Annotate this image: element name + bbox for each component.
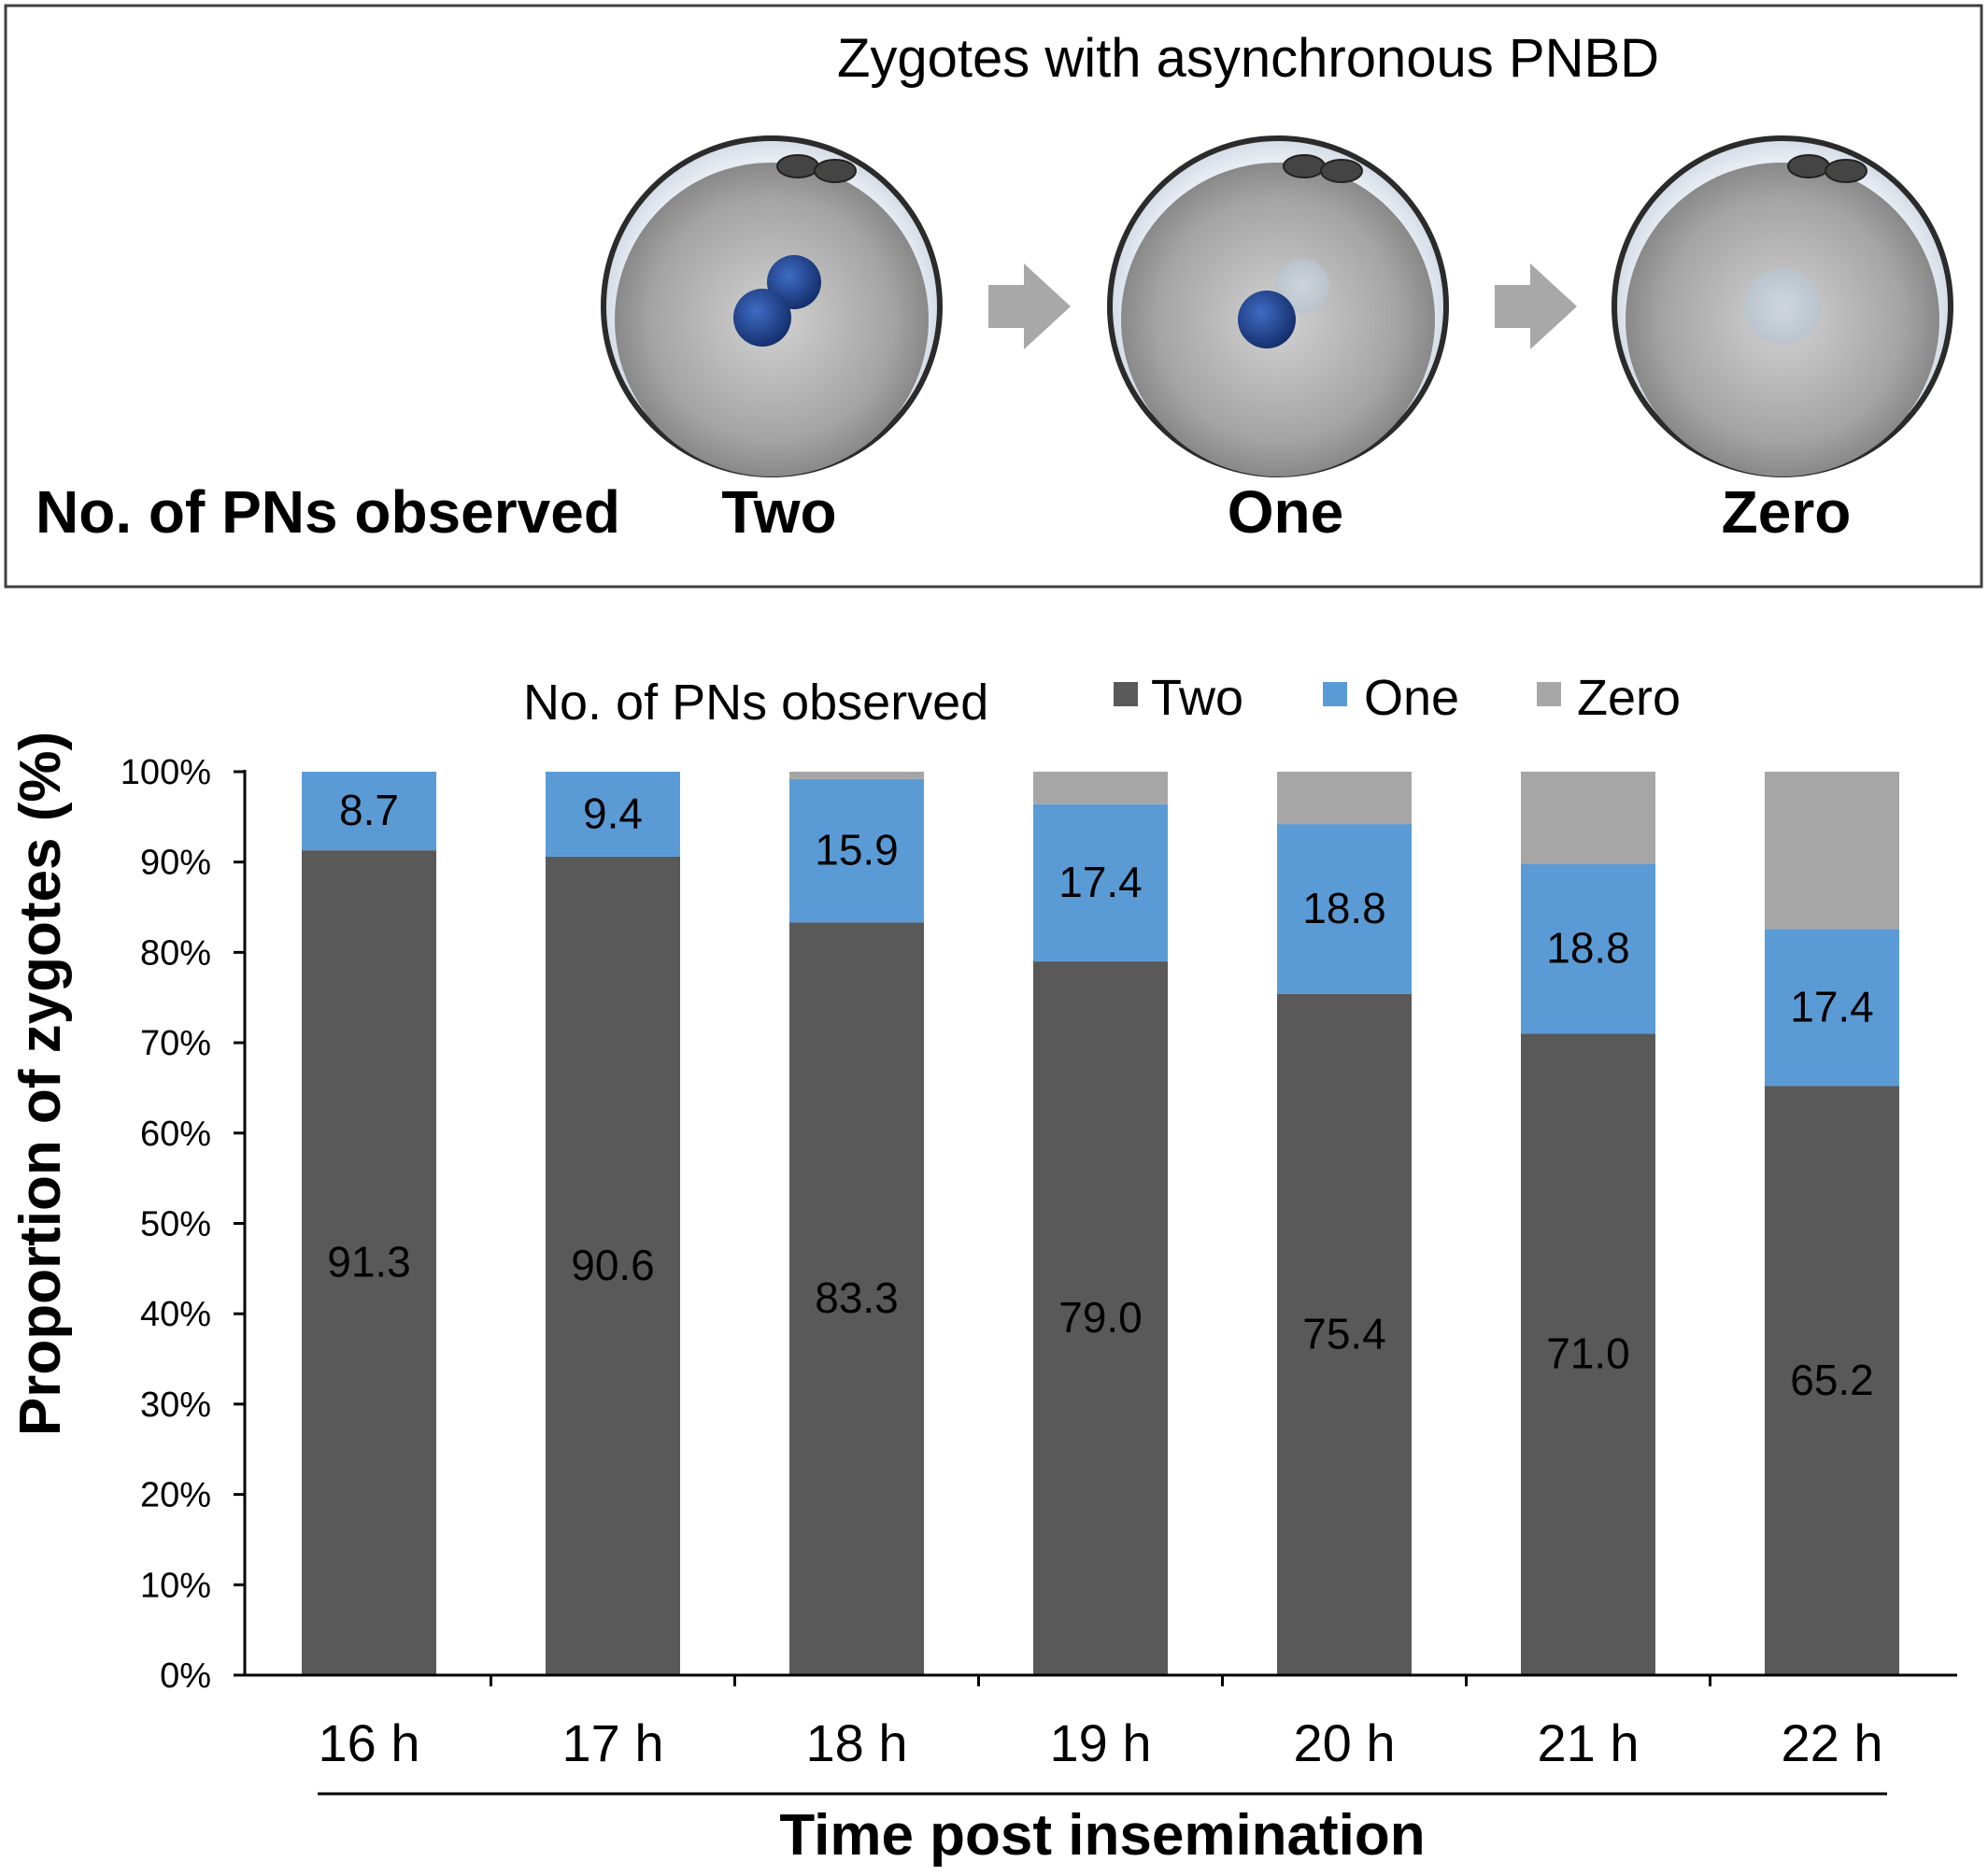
y-axis-title: Proportion of zygotes (%) bbox=[8, 732, 73, 1436]
bar-segment-two bbox=[302, 850, 436, 1675]
panel-title: Zygotes with asynchronous PNBD bbox=[837, 28, 1659, 89]
y-tick-label: 20% bbox=[140, 1476, 211, 1515]
legend-swatch-two bbox=[1114, 682, 1138, 706]
data-label-one: 8.7 bbox=[339, 786, 399, 834]
pronucleus-ghost bbox=[1744, 268, 1821, 345]
y-tick-label: 100% bbox=[121, 753, 211, 792]
bar-segment-one bbox=[1521, 863, 1655, 1034]
y-tick-label: 70% bbox=[140, 1024, 211, 1063]
data-label-two: 79.0 bbox=[1058, 1293, 1143, 1342]
zygote-one-pn bbox=[1107, 135, 1449, 477]
pronucleus-ghost bbox=[1275, 259, 1329, 313]
zygote-two-pn bbox=[601, 135, 943, 477]
data-label-one: 15.9 bbox=[815, 826, 899, 874]
x-tick-label: 17 h bbox=[562, 1713, 664, 1772]
stacked-bar-chart: No. of PNs observed Two One Zero 91.3 8.7… bbox=[8, 670, 1957, 1868]
bar-segment-zero bbox=[1277, 772, 1412, 825]
y-tick-label: 30% bbox=[140, 1386, 211, 1425]
y-axis-ticks: 0% 10% 20% 30% 40% 50% 60% 70% 80% 90% 100% bbox=[121, 753, 245, 1696]
y-tick-label: 10% bbox=[140, 1566, 211, 1605]
data-label-two: 65.2 bbox=[1790, 1356, 1874, 1404]
bar-segment-zero bbox=[1765, 772, 1899, 930]
data-label-two: 71.0 bbox=[1546, 1329, 1630, 1378]
arrow-icon bbox=[988, 263, 1071, 349]
data-label-one: 18.8 bbox=[1302, 884, 1386, 932]
bars bbox=[302, 772, 1899, 1686]
x-tick-label: 18 h bbox=[806, 1713, 908, 1772]
panel-border bbox=[4, 4, 1983, 589]
bar-segment-two bbox=[1277, 993, 1412, 1675]
polar-body bbox=[1320, 159, 1363, 183]
y-tick-label: 0% bbox=[160, 1656, 211, 1696]
bar-segment-zero bbox=[789, 772, 924, 779]
x-tick-label: 20 h bbox=[1294, 1713, 1396, 1772]
x-tick-label: 22 h bbox=[1782, 1713, 1883, 1772]
pronucleus bbox=[733, 289, 791, 347]
legend: No. of PNs observed Two One Zero bbox=[523, 670, 1681, 731]
pronucleus bbox=[1238, 291, 1296, 348]
polar-body bbox=[776, 154, 819, 178]
bar-segment-one bbox=[1765, 929, 1899, 1087]
data-label-two: 83.3 bbox=[815, 1273, 899, 1322]
pn-count-row-label: No. of PNs observed bbox=[36, 478, 620, 546]
y-tick-label: 90% bbox=[140, 844, 211, 883]
legend-swatch-zero bbox=[1537, 682, 1561, 706]
polar-body bbox=[1825, 159, 1867, 183]
data-label-two: 75.4 bbox=[1302, 1309, 1386, 1357]
data-label-one: 17.4 bbox=[1790, 982, 1874, 1030]
bar-segment-one bbox=[302, 772, 436, 851]
polar-body bbox=[814, 159, 857, 183]
x-tick-label: 16 h bbox=[319, 1713, 420, 1772]
bar-segment-one bbox=[1277, 824, 1412, 994]
legend-title: No. of PNs observed bbox=[523, 675, 988, 731]
bar-segment-two bbox=[1765, 1086, 1899, 1675]
schematic-panel: Zygotes with asynchronous PNBD bbox=[4, 4, 1983, 589]
y-tick-label: 40% bbox=[140, 1295, 211, 1334]
x-axis-ticks: 16 h 17 h 18 h 19 h 20 h 21 h 22 h bbox=[319, 1713, 1883, 1772]
bar-segment-one bbox=[546, 772, 680, 857]
y-tick-label: 60% bbox=[140, 1115, 211, 1154]
data-label-one: 17.4 bbox=[1058, 858, 1143, 906]
stage-label-one: One bbox=[1228, 478, 1343, 546]
data-labels: 91.3 8.7 90.6 9.4 83.3 15.9 79.0 17.4 75.4 18.8 71… bbox=[327, 786, 1874, 1404]
bar-segment-two bbox=[546, 856, 680, 1675]
y-tick-label: 80% bbox=[140, 933, 211, 973]
data-label-two: 91.3 bbox=[327, 1238, 411, 1286]
stage-label-two: Two bbox=[721, 478, 836, 546]
data-label-one: 18.8 bbox=[1546, 924, 1630, 973]
x-tick-label: 19 h bbox=[1050, 1713, 1152, 1772]
bar-segment-two bbox=[789, 922, 924, 1675]
y-tick-label: 50% bbox=[140, 1205, 211, 1244]
data-label-one: 9.4 bbox=[583, 789, 643, 837]
polar-body bbox=[1787, 154, 1830, 178]
bar-segment-zero bbox=[1521, 772, 1655, 864]
legend-label-zero: Zero bbox=[1577, 670, 1681, 726]
bar-segment-zero bbox=[1033, 772, 1168, 804]
bar-segment-one bbox=[789, 778, 924, 923]
bar-segment-two bbox=[1521, 1033, 1655, 1675]
arrow-icon bbox=[1495, 263, 1577, 349]
x-axis-title: Time post insemination bbox=[779, 1803, 1425, 1868]
zygote-zero-pn bbox=[1612, 135, 1953, 477]
polar-body bbox=[1283, 154, 1326, 178]
stage-label-zero: Zero bbox=[1722, 478, 1852, 546]
legend-label-one: One bbox=[1364, 670, 1459, 726]
data-label-two: 90.6 bbox=[571, 1241, 655, 1289]
legend-label-two: Two bbox=[1151, 670, 1243, 726]
x-tick-label: 21 h bbox=[1538, 1713, 1640, 1772]
bar-segment-one bbox=[1033, 803, 1168, 962]
bar-segment-two bbox=[1033, 961, 1168, 1675]
legend-swatch-one bbox=[1323, 682, 1347, 706]
